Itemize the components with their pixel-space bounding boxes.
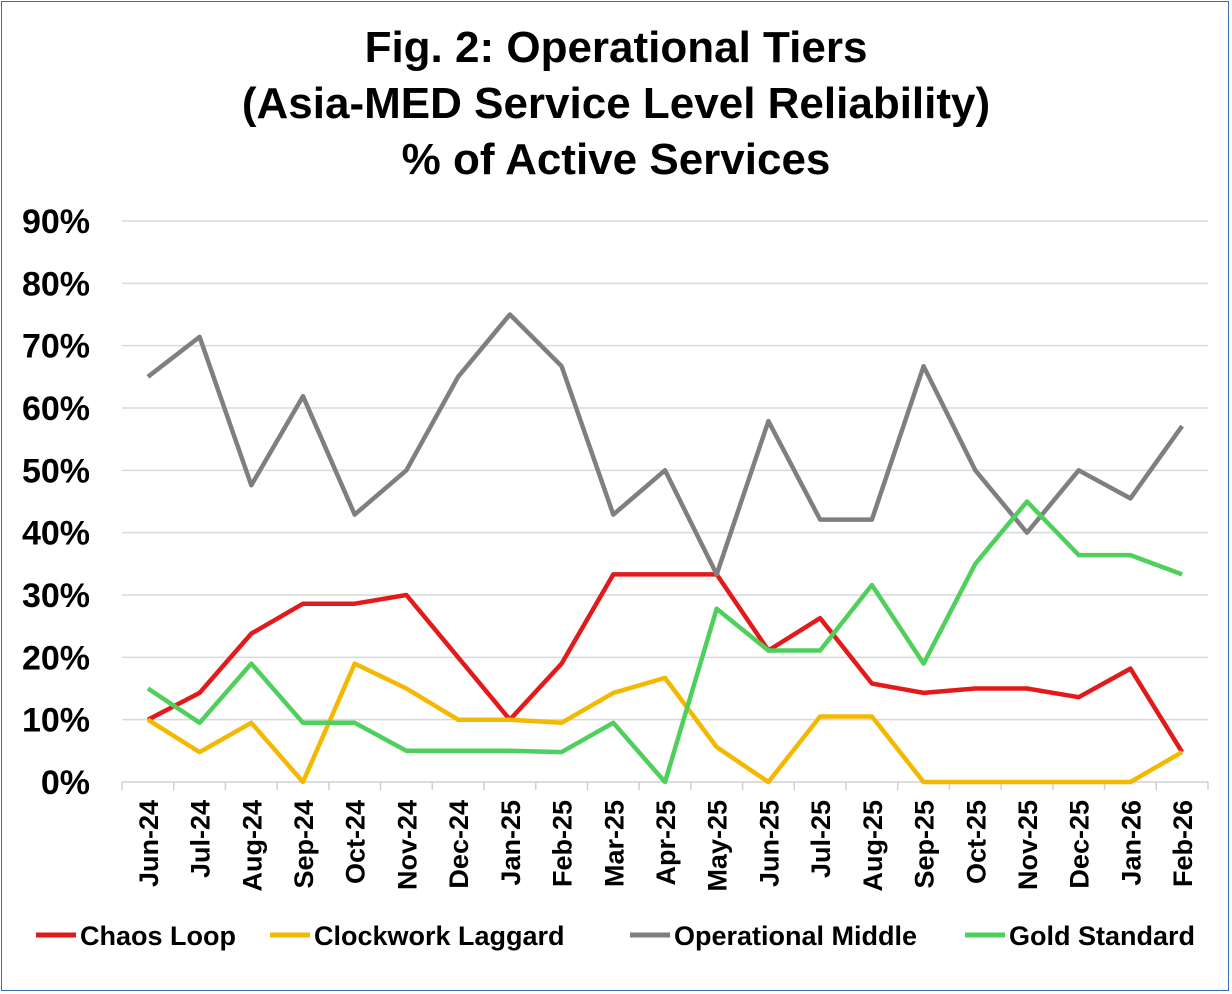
y-tick-label: 20% bbox=[22, 639, 90, 677]
legend-label-gold-standard: Gold Standard bbox=[1009, 921, 1195, 951]
y-tick-label: 60% bbox=[22, 390, 90, 428]
y-tick-label: 30% bbox=[22, 577, 90, 615]
legend: Chaos Loop Clockwork Laggard Operational M… bbox=[36, 921, 1195, 951]
x-tick-label: Jan-26 bbox=[1116, 800, 1146, 886]
x-tick-label: Sep-25 bbox=[910, 800, 940, 889]
y-tick-label: 70% bbox=[22, 328, 90, 366]
x-tick-label: Jan-25 bbox=[496, 800, 526, 886]
y-axis-ticks: 0% 10% 20% 30% 40% 50% 60% 70% 80% 90% bbox=[22, 203, 90, 802]
chart-title-line-2: (Asia-MED Service Level Reliability) bbox=[242, 79, 990, 128]
x-tick-label: Jun-24 bbox=[134, 800, 164, 887]
x-axis-ticks: Jun-24 Jul-24 Aug-24 Sep-24 Oct-24 Nov-24 Dec-… bbox=[134, 800, 1198, 892]
x-tick-label: Jul-25 bbox=[806, 800, 836, 878]
x-tick-label: Dec-25 bbox=[1065, 800, 1095, 889]
chart-title-line-3: % of Active Services bbox=[402, 135, 831, 184]
x-tick-label: Aug-24 bbox=[237, 800, 267, 892]
chart-title: Fig. 2: Operational Tiers (Asia-MED Serv… bbox=[242, 23, 990, 184]
x-tick-label: Apr-25 bbox=[651, 800, 681, 886]
y-tick-label: 90% bbox=[22, 203, 90, 241]
x-tick-label: Feb-25 bbox=[548, 800, 578, 887]
y-tick-label: 80% bbox=[22, 265, 90, 303]
x-tick-label: Nov-24 bbox=[392, 800, 422, 890]
x-tick-label: Jul-24 bbox=[186, 800, 216, 878]
legend-label-operational-middle: Operational Middle bbox=[674, 921, 917, 951]
series-line-operational-middle bbox=[146, 312, 1184, 577]
series-lines bbox=[146, 312, 1185, 785]
x-tick-label: Nov-25 bbox=[1013, 800, 1043, 890]
x-tick-label: Sep-24 bbox=[289, 800, 319, 889]
x-tick-label: Oct-24 bbox=[341, 800, 371, 884]
legend-label-chaos-loop: Chaos Loop bbox=[80, 921, 236, 951]
series-line-clockwork-laggard bbox=[146, 661, 1184, 785]
legend-label-clockwork-laggard: Clockwork Laggard bbox=[314, 921, 565, 951]
y-tick-label: 40% bbox=[22, 515, 90, 553]
chart-title-line-1: Fig. 2: Operational Tiers bbox=[365, 23, 868, 72]
x-tick-label: Mar-25 bbox=[599, 800, 629, 887]
x-tick-label: Jun-25 bbox=[754, 800, 784, 887]
y-tick-label: 50% bbox=[22, 452, 90, 490]
x-tick-label: Oct-25 bbox=[961, 800, 991, 884]
x-tick-label: Aug-25 bbox=[858, 800, 888, 892]
x-tick-label: May-25 bbox=[703, 800, 733, 892]
series-line-gold-standard bbox=[146, 499, 1183, 785]
x-tick-label: Dec-24 bbox=[444, 800, 474, 889]
y-tick-label: 10% bbox=[22, 702, 90, 740]
series-line-chaos-loop bbox=[146, 572, 1185, 754]
y-tick-label: 0% bbox=[41, 764, 90, 802]
x-tick-label: Feb-26 bbox=[1168, 800, 1198, 887]
